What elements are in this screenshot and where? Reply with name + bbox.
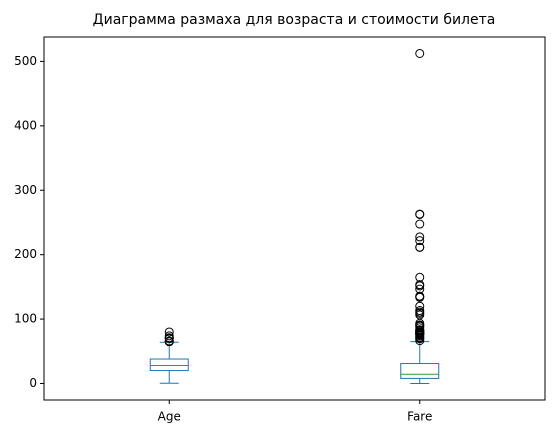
outlier — [415, 306, 425, 316]
outlier — [415, 209, 425, 219]
y-tick-label: 200 — [14, 247, 37, 261]
outlier — [415, 272, 425, 282]
outlier — [415, 219, 425, 229]
box — [149, 358, 189, 372]
y-tick-label: 300 — [14, 183, 37, 197]
outlier — [164, 327, 174, 337]
outlier — [415, 232, 425, 242]
x-tick-label: Fare — [407, 410, 432, 424]
outlier — [415, 280, 425, 290]
y-tick-label: 500 — [14, 54, 37, 68]
x-tick-label: Age — [158, 410, 181, 424]
y-tick-label: 0 — [29, 376, 37, 390]
box — [400, 363, 440, 379]
outlier — [164, 331, 174, 341]
axes-frame — [43, 36, 546, 401]
outlier — [164, 336, 174, 346]
y-tick-label: 100 — [14, 312, 37, 326]
outlier — [415, 291, 425, 301]
outlier — [415, 242, 425, 252]
outlier — [415, 301, 425, 311]
outlier — [415, 236, 425, 246]
y-tick-label: 400 — [14, 118, 37, 132]
chart-title: Диаграмма размаха для возраста и стоимос… — [93, 12, 496, 28]
outlier — [415, 48, 425, 58]
outlier — [415, 284, 425, 294]
